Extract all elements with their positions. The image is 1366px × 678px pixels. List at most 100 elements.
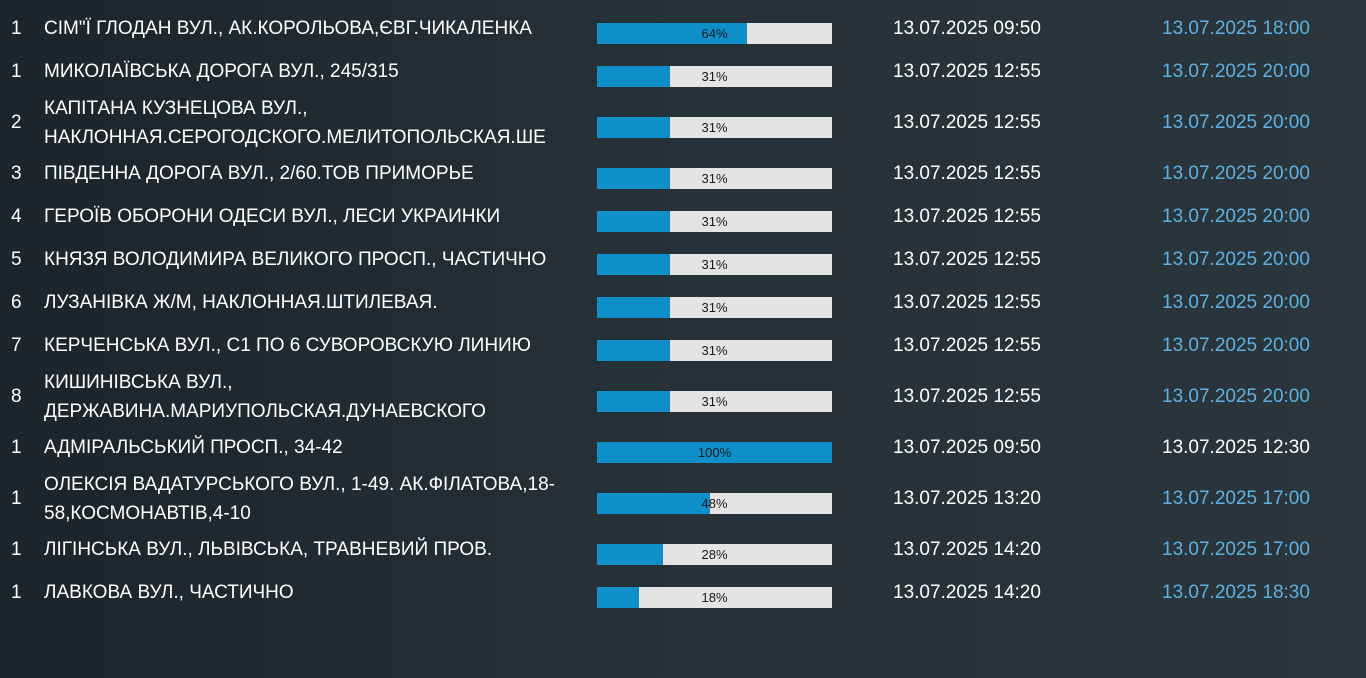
progress-cell: 28% <box>597 528 833 571</box>
progress-label: 31% <box>701 171 728 186</box>
progress-bar: 31% <box>597 117 832 138</box>
end-time: 13.07.2025 20:00 <box>1162 335 1310 356</box>
progress-cell: 31% <box>597 281 833 324</box>
address-line: МИКОЛАЇВСЬКА ДОРОГА ВУЛ., 245/315 <box>44 61 399 82</box>
progress-label: 31% <box>701 394 728 409</box>
start-time: 13.07.2025 12:55 <box>893 292 1041 313</box>
address-cell: ЛАВКОВА ВУЛ., ЧАСТИЧНО <box>44 571 579 614</box>
end-time: 13.07.2025 18:30 <box>1162 582 1310 603</box>
progress-bar: 31% <box>597 297 832 318</box>
table-row: 1 ЛІГІНСЬКА ВУЛ., ЛЬВІВСЬКА, ТРАВНЕВИЙ ПР… <box>0 528 1366 571</box>
address-line: СІМ"Ї ГЛОДАН ВУЛ., АК.КОРОЛЬОВА,ЄВГ.ЧИКА… <box>44 18 532 39</box>
progress-bar-fill <box>597 117 670 138</box>
address-line: КЕРЧЕНСЬКА ВУЛ., С1 ПО 6 СУВОРОВСКУЮ ЛИН… <box>44 335 531 356</box>
queue-number: 1 <box>11 61 22 82</box>
address-line: ГЕРОЇВ ОБОРОНИ ОДЕСИ ВУЛ., ЛЕСИ УКРАИНКИ <box>44 206 501 227</box>
end-time: 13.07.2025 17:00 <box>1162 539 1310 560</box>
queue-number: 1 <box>11 18 22 39</box>
address-cell: КИШИНІВСЬКА ВУЛ., ДЕРЖАВИНА.МАРИУПОЛЬСКАЯ… <box>44 367 579 426</box>
start-time: 13.07.2025 12:55 <box>893 335 1041 356</box>
end-time: 13.07.2025 20:00 <box>1162 292 1310 313</box>
progress-label: 31% <box>701 214 728 229</box>
table-row: 5 КНЯЗЯ ВОЛОДИМИРА ВЕЛИКОГО ПРОСП., ЧАСТИ… <box>0 238 1366 281</box>
progress-bar: 64% <box>597 23 832 44</box>
progress-cell: 100% <box>597 426 833 469</box>
queue-number: 3 <box>11 163 22 184</box>
start-time: 13.07.2025 13:20 <box>893 488 1041 509</box>
end-time: 13.07.2025 17:00 <box>1162 488 1310 509</box>
address-cell: СІМ"Ї ГЛОДАН ВУЛ., АК.КОРОЛЬОВА,ЄВГ.ЧИКА… <box>44 7 579 50</box>
progress-label: 31% <box>701 257 728 272</box>
queue-number: 1 <box>11 437 22 458</box>
start-time: 13.07.2025 14:20 <box>893 539 1041 560</box>
progress-bar-fill <box>597 493 710 514</box>
progress-cell: 31% <box>597 195 833 238</box>
progress-bar-fill <box>597 23 748 44</box>
progress-label: 31% <box>701 300 728 315</box>
address-cell: ГЕРОЇВ ОБОРОНИ ОДЕСИ ВУЛ., ЛЕСИ УКРАИНКИ <box>44 195 579 238</box>
queue-number: 6 <box>11 292 22 313</box>
address-line: АДМІРАЛЬСЬКИЙ ПРОСП., 34-42 <box>44 437 343 458</box>
progress-label: 31% <box>701 343 728 358</box>
progress-cell: 64% <box>597 7 833 50</box>
address-line: ОЛЕКСІЯ ВАДАТУРСЬКОГО ВУЛ., 1-49. АК.ФІЛ… <box>44 473 555 495</box>
progress-bar-fill <box>597 391 670 412</box>
address-cell: КЕРЧЕНСЬКА ВУЛ., С1 ПО 6 СУВОРОВСКУЮ ЛИН… <box>44 324 579 367</box>
queue-number: 7 <box>11 335 22 356</box>
address-line: ДЕРЖАВИНА.МАРИУПОЛЬСКАЯ.ДУНАЕВСКОГО <box>44 400 486 422</box>
table-row: 1 ЛАВКОВА ВУЛ., ЧАСТИЧНО 18% 13.07.2025 14:… <box>0 571 1366 614</box>
start-time: 13.07.2025 12:55 <box>893 61 1041 82</box>
end-time: 13.07.2025 18:00 <box>1162 18 1310 39</box>
progress-label: 31% <box>701 69 728 84</box>
start-time: 13.07.2025 14:20 <box>893 582 1041 603</box>
progress-cell: 31% <box>597 238 833 281</box>
progress-bar: 100% <box>597 442 832 463</box>
progress-bar-fill <box>597 544 663 565</box>
end-time: 13.07.2025 20:00 <box>1162 249 1310 270</box>
progress-label: 28% <box>701 547 728 562</box>
end-time: 13.07.2025 20:00 <box>1162 112 1310 133</box>
table-row: 1 МИКОЛАЇВСЬКА ДОРОГА ВУЛ., 245/315 31% 13.… <box>0 50 1366 93</box>
start-time: 13.07.2025 12:55 <box>893 386 1041 407</box>
progress-bar: 31% <box>597 168 832 189</box>
end-time: 13.07.2025 20:00 <box>1162 163 1310 184</box>
progress-cell: 31% <box>597 324 833 367</box>
queue-number: 5 <box>11 249 22 270</box>
address-line: КИШИНІВСЬКА ВУЛ., <box>44 371 233 393</box>
address-line: ЛАВКОВА ВУЛ., ЧАСТИЧНО <box>44 582 294 603</box>
progress-cell: 48% <box>597 469 833 528</box>
start-time: 13.07.2025 12:55 <box>893 112 1041 133</box>
progress-label: 31% <box>701 120 728 135</box>
progress-cell: 31% <box>597 50 833 93</box>
progress-bar-fill <box>597 442 832 463</box>
progress-bar: 28% <box>597 544 832 565</box>
address-cell: МИКОЛАЇВСЬКА ДОРОГА ВУЛ., 245/315 <box>44 50 579 93</box>
address-cell: ЛУЗАНІВКА Ж/М, НАКЛОННАЯ.ШТИЛЕВАЯ. <box>44 281 579 324</box>
progress-label: 64% <box>701 26 728 41</box>
progress-label: 18% <box>701 590 728 605</box>
queue-number: 1 <box>11 488 22 509</box>
address-line: 58,КОСМОНАВТІВ,4-10 <box>44 502 251 524</box>
start-time: 13.07.2025 09:50 <box>893 18 1041 39</box>
start-time: 13.07.2025 12:55 <box>893 206 1041 227</box>
address-line: ЛУЗАНІВКА Ж/М, НАКЛОННАЯ.ШТИЛЕВАЯ. <box>44 292 438 313</box>
progress-bar-fill <box>597 211 670 232</box>
progress-label: 100% <box>697 445 732 460</box>
progress-bar: 31% <box>597 66 832 87</box>
progress-bar: 31% <box>597 391 832 412</box>
end-time: 13.07.2025 12:30 <box>1162 437 1310 458</box>
address-line: КАПІТАНА КУЗНЕЦОВА ВУЛ., <box>44 97 308 119</box>
progress-bar-fill <box>597 297 670 318</box>
start-time: 13.07.2025 12:55 <box>893 163 1041 184</box>
address-line: КНЯЗЯ ВОЛОДИМИРА ВЕЛИКОГО ПРОСП., ЧАСТИЧ… <box>44 249 547 270</box>
end-time: 13.07.2025 20:00 <box>1162 61 1310 82</box>
progress-bar: 48% <box>597 493 832 514</box>
table-row: 4 ГЕРОЇВ ОБОРОНИ ОДЕСИ ВУЛ., ЛЕСИ УКРАИНК… <box>0 195 1366 238</box>
table-row: 1 СІМ"Ї ГЛОДАН ВУЛ., АК.КОРОЛЬОВА,ЄВГ.ЧИК… <box>0 7 1366 50</box>
address-cell: КНЯЗЯ ВОЛОДИМИРА ВЕЛИКОГО ПРОСП., ЧАСТИЧ… <box>44 238 579 281</box>
progress-bar-fill <box>597 168 670 189</box>
address-cell: КАПІТАНА КУЗНЕЦОВА ВУЛ., НАКЛОННАЯ.СЕРОГО… <box>44 93 579 152</box>
start-time: 13.07.2025 09:50 <box>893 437 1041 458</box>
progress-cell: 31% <box>597 152 833 195</box>
